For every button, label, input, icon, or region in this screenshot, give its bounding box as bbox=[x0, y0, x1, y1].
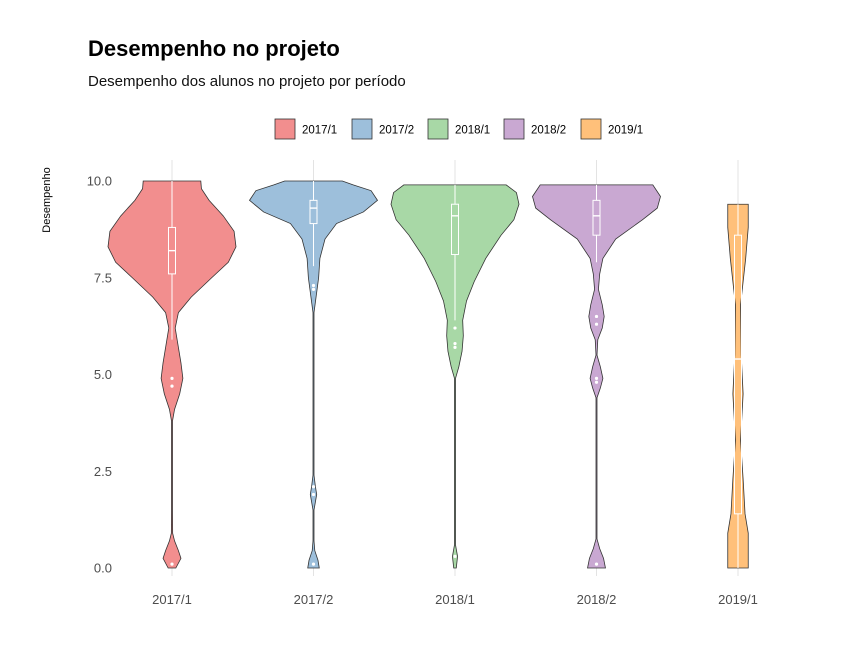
x-tick-label: 2018/1 bbox=[435, 592, 475, 607]
outlier-point bbox=[594, 322, 599, 326]
violin-shape bbox=[532, 184, 661, 569]
x-axis: 2017/1 2017/2 2018/1 2018/2 2019/1 bbox=[152, 592, 758, 607]
violin-shape bbox=[107, 180, 237, 569]
legend-swatch bbox=[351, 118, 373, 140]
y-tick-label: 5.0 bbox=[94, 367, 112, 382]
violin-group bbox=[532, 184, 661, 569]
y-tick-label: 0.0 bbox=[94, 561, 112, 576]
legend: 2017/1 2017/2 2018/1 2018/2 2019/1 bbox=[274, 118, 643, 140]
legend-swatch bbox=[503, 118, 525, 140]
legend-label: 2019/1 bbox=[608, 125, 643, 137]
violin-shape bbox=[248, 180, 379, 569]
violin-group bbox=[727, 203, 749, 569]
y-tick-label: 10.0 bbox=[87, 174, 112, 189]
outlier-point bbox=[170, 384, 174, 388]
outlier-point bbox=[311, 492, 316, 497]
legend-label: 2018/2 bbox=[531, 125, 566, 137]
legend-item: 2017/1 bbox=[274, 118, 337, 140]
outlier-point bbox=[453, 345, 457, 350]
legend-item: 2017/2 bbox=[351, 118, 414, 140]
x-tick-label: 2017/2 bbox=[294, 592, 334, 607]
violin-group bbox=[390, 184, 520, 569]
y-axis: 0.0 2.5 5.0 7.5 10.0 bbox=[87, 174, 112, 576]
legend-label: 2017/2 bbox=[379, 125, 414, 137]
box bbox=[451, 203, 459, 256]
violin-group bbox=[248, 180, 379, 569]
outlier-point bbox=[453, 554, 457, 558]
legend-item: 2019/1 bbox=[580, 118, 643, 140]
y-tick-label: 2.5 bbox=[94, 464, 112, 479]
x-tick-label: 2017/1 bbox=[152, 592, 192, 607]
legend-swatch bbox=[427, 118, 449, 140]
violins bbox=[107, 180, 749, 569]
outlier-point bbox=[453, 341, 457, 346]
violin-group bbox=[107, 180, 237, 569]
outlier-point bbox=[170, 376, 174, 380]
chart-title: Desempenho no projeto bbox=[88, 36, 340, 61]
outlier-point bbox=[170, 562, 174, 566]
outlier-point bbox=[453, 326, 457, 330]
outlier-point bbox=[311, 287, 316, 291]
legend-label: 2017/1 bbox=[302, 125, 337, 137]
outlier-point bbox=[594, 314, 599, 319]
box bbox=[309, 199, 318, 225]
x-tick-label: 2018/2 bbox=[577, 592, 617, 607]
legend-swatch bbox=[580, 118, 602, 140]
box bbox=[592, 199, 601, 236]
y-axis-label: Desempenho bbox=[41, 167, 53, 232]
y-tick-label: 7.5 bbox=[94, 270, 112, 285]
outlier-point bbox=[311, 562, 316, 566]
x-tick-label: 2019/1 bbox=[718, 592, 758, 607]
legend-item: 2018/2 bbox=[503, 118, 566, 140]
box bbox=[734, 234, 742, 515]
legend-swatch bbox=[274, 118, 296, 140]
violin-shape bbox=[390, 184, 520, 569]
outlier-point bbox=[311, 283, 316, 288]
outlier-point bbox=[594, 562, 599, 566]
legend-item: 2018/1 bbox=[427, 118, 490, 140]
outlier-point bbox=[594, 376, 599, 380]
chart-subtitle: Desempenho dos alunos no projeto por per… bbox=[88, 73, 406, 90]
outlier-point bbox=[594, 380, 599, 384]
legend-label: 2018/1 bbox=[455, 125, 490, 137]
outlier-point bbox=[311, 485, 316, 489]
